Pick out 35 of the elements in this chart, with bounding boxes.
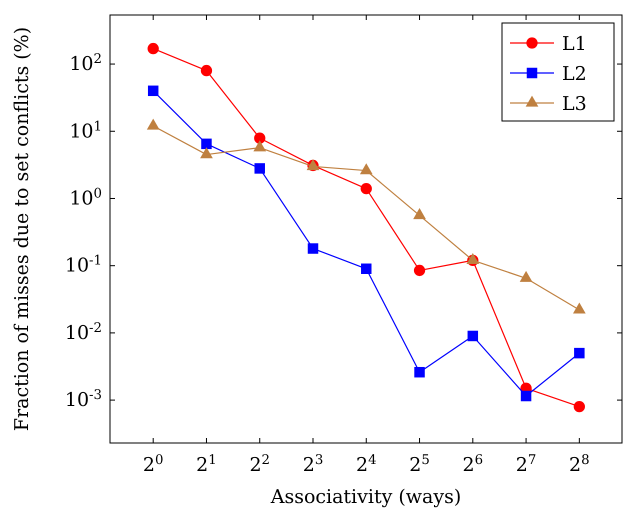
x-tick-label: 2$^{5}$ [409, 452, 430, 476]
point [201, 138, 212, 150]
x-tick-label: 2$^{3}$ [302, 452, 324, 476]
point [254, 132, 266, 144]
y-tick-label: 10$^{1}$ [69, 118, 102, 142]
point [148, 42, 159, 54]
x-tick-label: 2$^{8}$ [569, 452, 590, 476]
x-tick-label: 2$^{4}$ [356, 452, 377, 476]
y-tick-label: 10$^{0}$ [69, 186, 102, 210]
point [200, 64, 212, 76]
point [520, 390, 532, 402]
point [148, 86, 158, 96]
point [414, 366, 425, 378]
point [360, 183, 372, 194]
y-tick-label: 10$^{-2}$ [64, 320, 102, 344]
y-tick-label: 10$^{-1}$ [64, 253, 102, 277]
x-tick-label: 2$^{0}$ [142, 452, 164, 476]
legend-label: L1 [562, 33, 587, 55]
x-tick-label: 2$^{6}$ [462, 452, 484, 476]
point [308, 243, 318, 254]
y-tick-label: 10$^{-3}$ [64, 388, 102, 412]
legend-label: L2 [562, 63, 587, 85]
x-tick-label: 2$^{1}$ [196, 452, 217, 476]
point [361, 264, 372, 274]
point [254, 163, 265, 174]
y-axis-title: Fraction of misses due to set conflicts (%) [11, 26, 33, 432]
x-axis-title: Associativity (ways) [270, 486, 462, 508]
y-tick-label: 10$^{2}$ [69, 52, 102, 76]
x-tick-label: 2$^{2}$ [249, 452, 270, 476]
x-tick-label: 2$^{7}$ [516, 452, 536, 476]
legend-label: L3 [562, 93, 587, 115]
point [468, 330, 478, 342]
point [414, 264, 426, 276]
point [574, 348, 585, 358]
point [574, 400, 585, 412]
